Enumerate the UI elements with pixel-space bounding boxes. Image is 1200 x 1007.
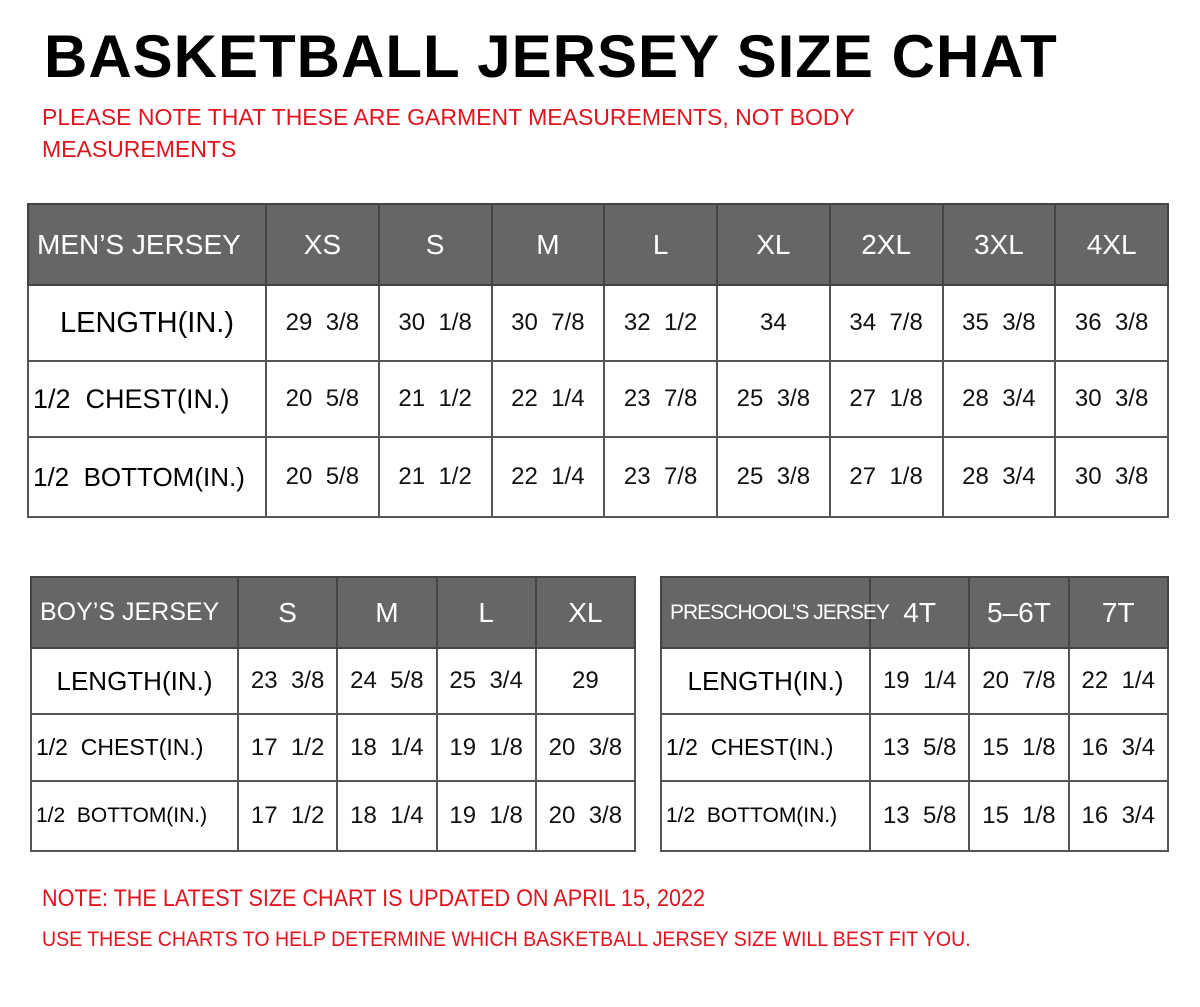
measurement-value: 20 7/8 <box>968 647 1070 715</box>
size-header: XS <box>265 203 380 286</box>
measurement-value: 30 1/8 <box>377 284 493 362</box>
measurement-value: 22 1/4 <box>1067 647 1169 715</box>
table-row: 1/2 BOTTOM(IN.) 13 5/8 15 1/8 16 3/4 <box>660 780 1169 852</box>
boys-header-row: BOY’S JERSEY S M L XL <box>30 576 637 649</box>
measurement-value: 25 3/4 <box>435 647 537 715</box>
table-row: 1/2 BOTTOM(IN.) 20 5/8 21 1/2 22 1/4 23 7/8 2… <box>27 436 1169 518</box>
subtitle-line-2: MEASUREMENTS <box>42 136 237 162</box>
measurement-value: 20 3/8 <box>534 713 637 782</box>
measurement-value: 16 3/4 <box>1067 713 1169 782</box>
measurement-value: 34 <box>716 284 831 362</box>
measurement-value: 15 1/8 <box>968 780 1070 852</box>
size-header: 4XL <box>1054 203 1169 286</box>
measurement-value: 19 1/8 <box>435 780 537 852</box>
mens-size-table: MEN’S JERSEY XS S M L XL 2XL 3XL 4XL LENGTH(IN.) 2… <box>27 203 1169 518</box>
table-row: 1/2 CHEST(IN.) 17 1/2 18 1/4 19 1/8 20 3/8 <box>30 713 637 782</box>
preschool-header-row: PRESCHOOL’S JERSEY 4T 5–6T 7T <box>660 576 1169 649</box>
boys-size-table: BOY’S JERSEY S M L XL LENGTH(IN.) 23 3/8 24 5/8… <box>30 576 637 852</box>
measurement-value: 22 1/4 <box>490 436 606 518</box>
measurement-label: 1/2 BOTTOM(IN.) <box>660 780 871 852</box>
table-row: LENGTH(IN.) 19 1/4 20 7/8 22 1/4 <box>660 647 1169 715</box>
size-header: XL <box>534 576 637 649</box>
measurement-value: 18 1/4 <box>336 780 438 852</box>
measurement-value: 28 3/4 <box>941 436 1057 518</box>
measurement-value: 27 1/8 <box>828 360 944 438</box>
measurement-value: 19 1/8 <box>435 713 537 782</box>
table-title: BOY’S JERSEY <box>30 576 239 649</box>
measurement-label: LENGTH(IN.) <box>27 284 267 362</box>
table-row: LENGTH(IN.) 23 3/8 24 5/8 25 3/4 29 <box>30 647 637 715</box>
measurement-value: 28 3/4 <box>941 360 1057 438</box>
measurement-label: 1/2 CHEST(IN.) <box>27 360 267 438</box>
measurement-value: 27 1/8 <box>828 436 944 518</box>
size-header: M <box>490 203 606 286</box>
measurement-value: 17 1/2 <box>236 780 339 852</box>
table-row: 1/2 CHEST(IN.) 13 5/8 15 1/8 16 3/4 <box>660 713 1169 782</box>
measurement-label: 1/2 BOTTOM(IN.) <box>27 436 267 518</box>
size-header: XL <box>716 203 831 286</box>
size-header: 4T <box>868 576 971 649</box>
measurement-value: 24 5/8 <box>336 647 438 715</box>
table-title: PRESCHOOL’S JERSEY <box>660 576 890 649</box>
measurement-value: 23 7/8 <box>603 436 718 518</box>
size-header: L <box>603 203 718 286</box>
measurement-value: 20 5/8 <box>265 436 380 518</box>
measurement-value: 20 5/8 <box>265 360 380 438</box>
measurement-value: 30 3/8 <box>1054 436 1169 518</box>
footer-note-date: NOTE: THE LATEST SIZE CHART IS UPDATED O… <box>42 885 706 912</box>
measurement-value: 21 1/2 <box>377 360 493 438</box>
size-header: M <box>336 576 438 649</box>
size-header: S <box>236 576 339 649</box>
measurement-value: 23 7/8 <box>603 360 718 438</box>
size-header: 7T <box>1067 576 1169 649</box>
measurement-value: 36 3/8 <box>1054 284 1169 362</box>
measurement-value: 30 7/8 <box>490 284 606 362</box>
subtitle-line-1: PLEASE NOTE THAT THESE ARE GARMENT MEASU… <box>42 104 855 130</box>
size-header: S <box>377 203 493 286</box>
table-row: LENGTH(IN.) 29 3/8 30 1/8 30 7/8 32 1/2 34 34 … <box>27 284 1169 362</box>
footer-note-usage: USE THESE CHARTS TO HELP DETERMINE WHICH… <box>42 928 971 951</box>
measurement-label: LENGTH(IN.) <box>30 647 239 715</box>
measurement-label: 1/2 BOTTOM(IN.) <box>30 780 239 852</box>
size-header: 3XL <box>941 203 1057 286</box>
table-row: 1/2 CHEST(IN.) 20 5/8 21 1/2 22 1/4 23 7/8 25… <box>27 360 1169 438</box>
measurement-value: 18 1/4 <box>336 713 438 782</box>
measurement-value: 21 1/2 <box>377 436 493 518</box>
measurement-value: 29 <box>534 647 637 715</box>
mens-header-row: MEN’S JERSEY XS S M L XL 2XL 3XL 4XL <box>27 203 1169 286</box>
measurement-value: 32 1/2 <box>603 284 718 362</box>
measurement-value: 20 3/8 <box>534 780 637 852</box>
size-header: 2XL <box>828 203 944 286</box>
measurement-value: 25 3/8 <box>716 436 831 518</box>
preschool-size-table: PRESCHOOL’S JERSEY 4T 5–6T 7T LENGTH(IN.) 19 … <box>660 576 1169 852</box>
measurement-value: 19 1/4 <box>868 647 971 715</box>
table-title: MEN’S JERSEY <box>27 203 267 286</box>
measurement-label: LENGTH(IN.) <box>660 647 871 715</box>
measurement-value: 17 1/2 <box>236 713 339 782</box>
measurement-value: 25 3/8 <box>716 360 831 438</box>
size-header: 5–6T <box>968 576 1070 649</box>
measurement-label: 1/2 CHEST(IN.) <box>660 713 871 782</box>
measurement-value: 16 3/4 <box>1067 780 1169 852</box>
measurement-value: 35 3/8 <box>941 284 1057 362</box>
measurement-value: 30 3/8 <box>1054 360 1169 438</box>
measurement-value: 22 1/4 <box>490 360 606 438</box>
measurement-value: 15 1/8 <box>968 713 1070 782</box>
measurement-value: 34 7/8 <box>828 284 944 362</box>
measurement-value: 13 5/8 <box>868 780 971 852</box>
measurement-label: 1/2 CHEST(IN.) <box>30 713 239 782</box>
size-header: L <box>435 576 537 649</box>
table-row: 1/2 BOTTOM(IN.) 17 1/2 18 1/4 19 1/8 20 3/8 <box>30 780 637 852</box>
page-title: BASKETBALL JERSEY SIZE CHAT <box>44 23 1058 90</box>
measurement-value: 23 3/8 <box>236 647 339 715</box>
measurement-value: 13 5/8 <box>868 713 971 782</box>
measurement-value: 29 3/8 <box>265 284 380 362</box>
